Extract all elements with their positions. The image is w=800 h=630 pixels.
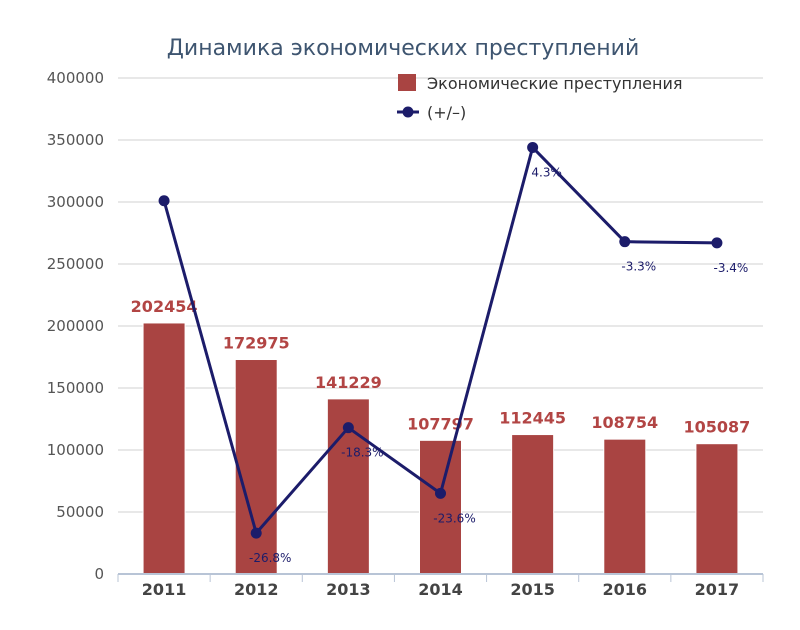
legend-swatch-marker [402, 106, 414, 118]
y-tick-label: 400000 [47, 69, 104, 87]
bar [695, 443, 739, 575]
legend-label-change: (+/–) [427, 103, 466, 122]
change-point [435, 487, 446, 499]
x-tick-label: 2016 [603, 580, 648, 599]
legend: Экономические преступления (+/–) [397, 74, 683, 122]
change-point [250, 527, 262, 539]
change-point [158, 195, 170, 207]
bar [142, 322, 186, 575]
change-point [342, 422, 354, 434]
x-tick-label: 2014 [418, 580, 463, 599]
change-value-label: -23.6% [433, 511, 475, 525]
change-point [619, 236, 631, 248]
y-tick-label: 50000 [56, 503, 104, 521]
x-tick-label: 2015 [510, 580, 555, 599]
bar-value-label: 105087 [684, 418, 751, 437]
bar-value-label: 141229 [315, 373, 382, 392]
change-value-label: -3.3% [621, 260, 656, 274]
y-tick-label: 150000 [47, 379, 104, 397]
x-tick-label: 2017 [695, 580, 740, 599]
y-tick-label: 200000 [47, 317, 104, 335]
legend-swatch-bar [398, 74, 416, 91]
bars [142, 322, 739, 575]
bar-value-label: 202454 [131, 297, 198, 316]
legend-item-change[interactable]: (+/–) [397, 103, 466, 122]
y-tick-label: 0 [94, 565, 104, 583]
x-axis [117, 573, 764, 582]
bar-value-label: 108754 [591, 413, 658, 432]
change-labels: -26.8% -18.3% -23.6% 4.3% -3.3% -3.4% [249, 165, 748, 565]
legend-label-crimes: Экономические преступления [427, 74, 683, 93]
gridlines [118, 77, 763, 513]
chart-title: Динамика экономических преступлений [167, 36, 640, 61]
change-line [158, 141, 723, 539]
bar [511, 434, 555, 575]
change-value-label: -18.3% [341, 446, 383, 460]
x-axis-ticks: 2011 2012 2013 2014 2015 2016 2017 [142, 580, 739, 599]
change-point [527, 141, 539, 153]
bar [234, 359, 278, 575]
bar-value-label: 107797 [407, 414, 474, 433]
y-tick-label: 250000 [47, 255, 104, 273]
y-tick-label: 100000 [47, 441, 104, 459]
bar-value-label: 172975 [223, 334, 290, 353]
x-tick-label: 2013 [326, 580, 371, 599]
change-value-label: -26.8% [249, 551, 291, 565]
y-axis-ticks: 0 50000 100000 150000 200000 250000 300000 3500… [47, 69, 104, 583]
bar [603, 438, 647, 575]
change-value-label: 4.3% [531, 165, 562, 179]
change-value-label: -3.4% [714, 261, 749, 275]
bar-value-label: 112445 [499, 409, 566, 428]
change-point [711, 237, 723, 249]
x-tick-label: 2011 [142, 580, 187, 599]
legend-item-crimes[interactable]: Экономические преступления [398, 74, 683, 93]
bar [419, 439, 462, 575]
x-tick-label: 2012 [234, 580, 279, 599]
y-tick-label: 350000 [47, 131, 104, 149]
y-tick-label: 300000 [47, 193, 104, 211]
